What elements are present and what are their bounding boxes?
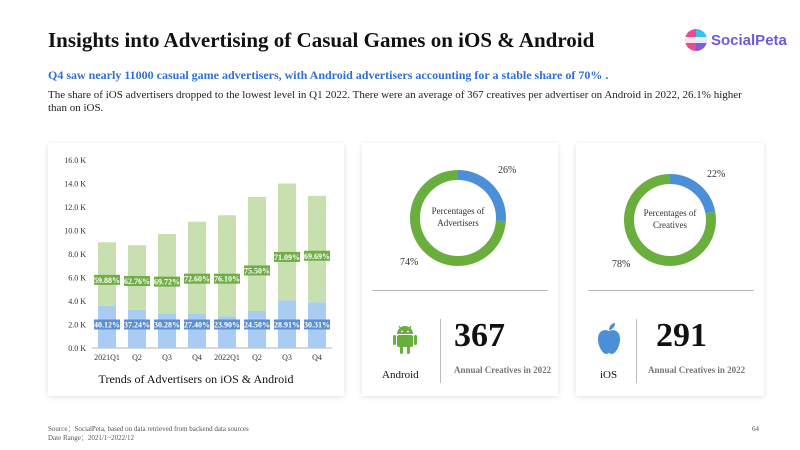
advertisers-card: Percentages of Advertisers 26% 74% Andro… [362,143,558,396]
x-tick-label: Q2 [132,353,142,362]
x-tick-label: Q4 [312,353,322,362]
share-label-box [244,265,270,276]
divider [372,290,548,291]
logo-text: SocialPeta [711,31,787,49]
ios-share-label: 30.31% [304,321,330,330]
android-bar [278,183,296,301]
ios-share-label: 30.28% [154,321,180,330]
ios-slice [669,174,716,214]
advertisers-trend-card: 0.0 K 2.0 K 4.0 K 6.0 K 8.0 K 10.0 K 12.0 K 14.… [48,143,344,396]
ios-creatives-number: 291 [656,317,707,354]
divider-vertical [636,319,637,383]
x-tick-label: Q3 [282,353,292,362]
description-text: The share of iOS advertisers dropped to … [48,89,742,114]
share-label-box [124,276,150,287]
y-tick-label: 14.0 K [64,180,86,189]
android-share-label: 62.76% [124,277,150,286]
advertisers-donut: Percentages of Advertisers 26% 74% [400,165,516,268]
ios-share-label: 28.91% [274,321,300,330]
android-bar [308,195,326,303]
creatives-card: Percentages of Creatives 22% 78% iOS 291… [576,143,764,396]
ios-percentage: 26% [498,165,516,176]
creatives-donut: Percentages of Creatives 22% 78% [612,169,725,270]
ios-share-label: 24.50% [244,321,270,330]
android-bar [98,242,116,306]
y-tick-label: 12.0 K [64,203,86,212]
y-tick-label: 16.0 K [64,156,86,165]
socialpeta-logo: SocialPeta [684,28,787,52]
ios-share-label: 40.12% [94,321,120,330]
x-tick-label: Q4 [192,353,202,362]
share-label-box [214,273,240,284]
share-label-box [304,319,330,330]
share-label-box [154,319,180,330]
android-share-label: 76.10% [214,275,240,284]
date-range-text: Date Range：2021/1~2022/12 [48,434,135,442]
donut-center-label-2: Creatives [653,220,687,230]
android-icon [393,325,417,354]
y-tick-label: 8.0 K [68,250,86,259]
share-label-box [214,319,240,330]
ios-share-label: 27.40% [184,321,210,330]
android-share-label: 75.50% [244,266,270,275]
page-title: Insights into Advertising of Casual Game… [48,28,595,52]
android-share-label: 71.09% [274,253,300,262]
ios-percentage: 22% [707,169,725,180]
source-text: Source：SocialPeta, based on data retriev… [48,425,249,433]
share-label-box [154,276,180,287]
android-percentage: 78% [612,259,630,270]
donut-center-label-1: Percentages of [432,206,485,216]
share-label-box [94,319,120,330]
logo-icon [685,29,707,51]
share-label-box [274,319,300,330]
share-label-box [184,319,210,330]
x-tick-label: Q2 [252,353,262,362]
share-label-box [274,251,300,262]
ios-share-label: 37.24% [124,321,150,330]
android-creatives-number: 367 [454,317,505,354]
android-bar [218,215,236,317]
ios-creatives-subtitle: Annual Creatives in 2022 [648,365,746,375]
y-tick-label: 10.0 K [64,227,86,236]
android-share-label: 72.60% [184,275,210,284]
android-share-label: 69.72% [154,278,180,287]
apple-icon [598,323,620,354]
ios-bar [158,313,176,348]
advertisers-trend-chart: 0.0 K 2.0 K 4.0 K 6.0 K 8.0 K 10.0 K 12.0 K 14.… [64,156,332,362]
chart-title: Trends of Advertisers on iOS & Android [98,372,294,386]
divider [588,290,754,291]
android-slice [410,170,506,266]
android-bar [158,234,176,314]
android-share-label: 69.69% [304,252,330,261]
y-tick-label: 4.0 K [68,297,86,306]
x-tick-label: Q3 [162,353,172,362]
platform-label-android: Android [382,369,419,381]
source-note: Source：SocialPeta, based on data retriev… [48,425,249,443]
highlight-text: Q4 saw nearly 11000 casual game advertis… [48,68,609,82]
android-bar [248,197,266,311]
donut-center-label-1: Percentages of [644,208,697,218]
y-tick-label: 6.0 K [68,274,86,283]
ios-slice [457,170,506,222]
share-label-box [244,319,270,330]
android-percentage: 74% [400,257,418,268]
share-label-box [304,250,330,261]
android-creatives-subtitle: Annual Creatives in 2022 [454,365,552,375]
share-label-box [124,319,150,330]
ios-share-label: 23.90% [214,321,240,330]
y-tick-label: 2.0 K [68,321,86,330]
android-share-label: 59.88% [94,276,120,285]
x-tick-label: 2022Q1 [214,353,240,362]
platform-label-ios: iOS [600,369,618,381]
donut-center-label-2: Advertisers [437,218,479,228]
android-bar [188,221,206,314]
page-number: 64 [752,425,759,433]
x-tick-label: 2021Q1 [94,353,120,362]
y-tick-label: 0.0 K [68,344,86,353]
share-label-box [184,273,210,284]
android-slice [624,174,716,266]
share-label-box [94,274,120,285]
divider-vertical [440,319,441,383]
ios-bar [188,313,206,348]
